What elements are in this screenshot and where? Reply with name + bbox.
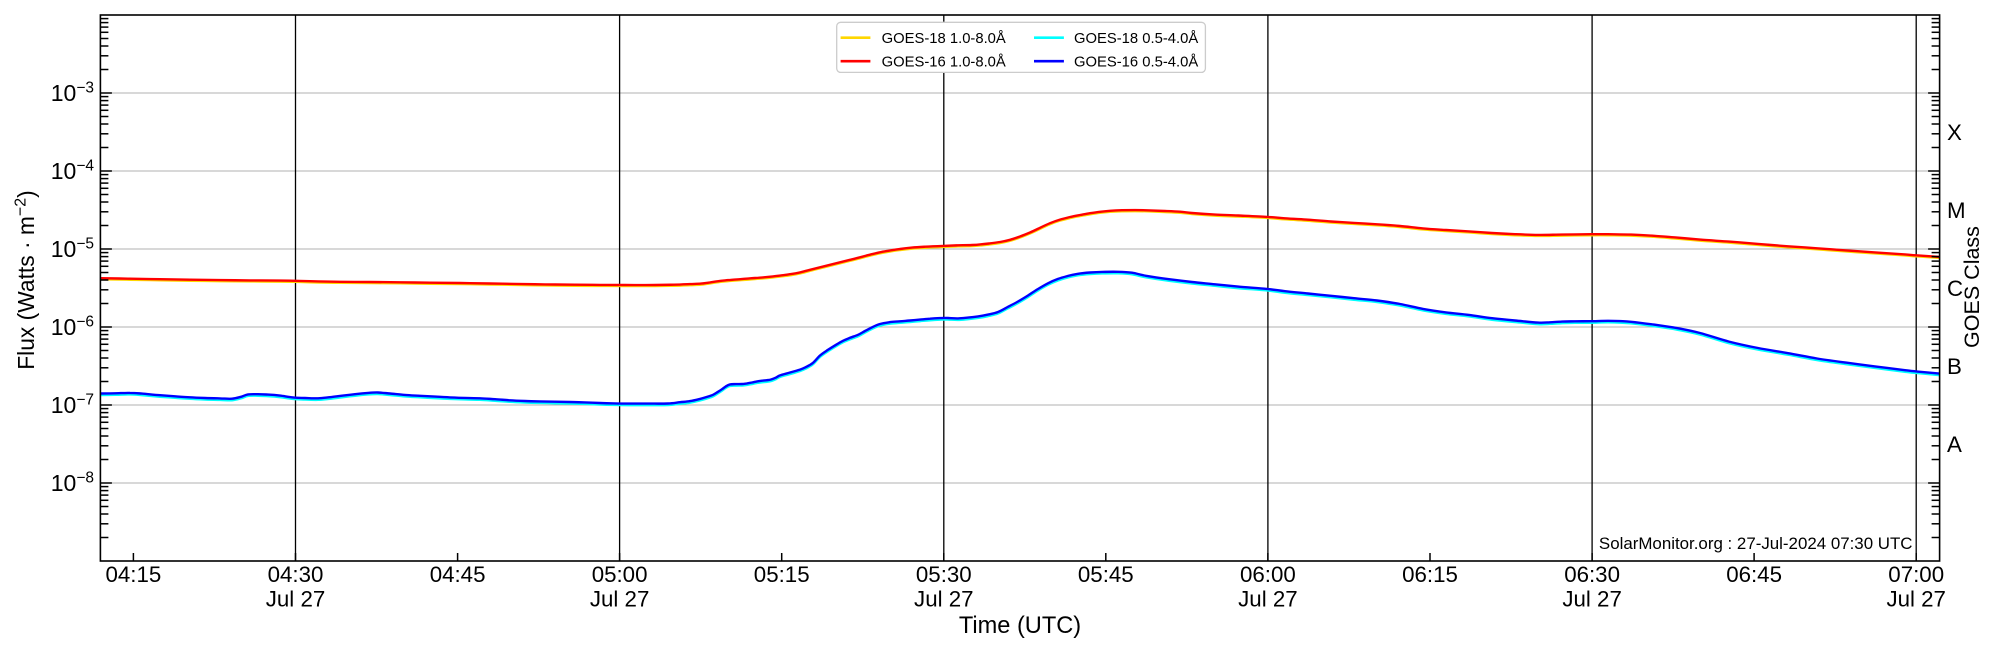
svg-text:Flux (Watts · m−2): Flux (Watts · m−2) [13,190,40,370]
svg-text:06:30: 06:30 [1564,562,1620,587]
svg-text:GOES-16 0.5-4.0Å: GOES-16 0.5-4.0Å [1074,54,1198,71]
svg-text:07:00: 07:00 [1888,562,1944,587]
svg-text:C: C [1947,276,1963,301]
svg-text:05:00: 05:00 [592,562,648,587]
svg-text:B: B [1947,354,1962,379]
svg-text:GOES Class: GOES Class [1960,226,1984,348]
svg-text:04:30: 04:30 [268,562,324,587]
svg-text:A: A [1947,432,1962,457]
svg-text:06:00: 06:00 [1240,562,1296,587]
svg-text:GOES-18 0.5-4.0Å: GOES-18 0.5-4.0Å [1074,30,1198,47]
svg-text:SolarMonitor.org : 27-Jul-2024: SolarMonitor.org : 27-Jul-2024 07:30 UTC [1599,534,1913,553]
svg-text:04:15: 04:15 [106,562,162,587]
svg-text:Jul 27: Jul 27 [1562,587,1622,612]
svg-text:05:45: 05:45 [1078,562,1134,587]
svg-text:05:30: 05:30 [916,562,972,587]
svg-text:Jul 27: Jul 27 [914,587,974,612]
svg-text:05:15: 05:15 [754,562,810,587]
svg-text:04:45: 04:45 [430,562,486,587]
svg-text:Jul 27: Jul 27 [590,587,650,612]
svg-text:M: M [1947,198,1966,223]
svg-text:X: X [1947,120,1962,145]
svg-text:Jul 27: Jul 27 [1886,587,1946,612]
svg-text:GOES-16 1.0-8.0Å: GOES-16 1.0-8.0Å [882,54,1006,71]
svg-text:GOES-18 1.0-8.0Å: GOES-18 1.0-8.0Å [882,30,1006,47]
svg-text:06:45: 06:45 [1726,562,1782,587]
svg-text:Jul 27: Jul 27 [266,587,326,612]
svg-text:Time (UTC): Time (UTC) [959,613,1081,639]
svg-text:06:15: 06:15 [1402,562,1458,587]
svg-text:Jul 27: Jul 27 [1238,587,1298,612]
